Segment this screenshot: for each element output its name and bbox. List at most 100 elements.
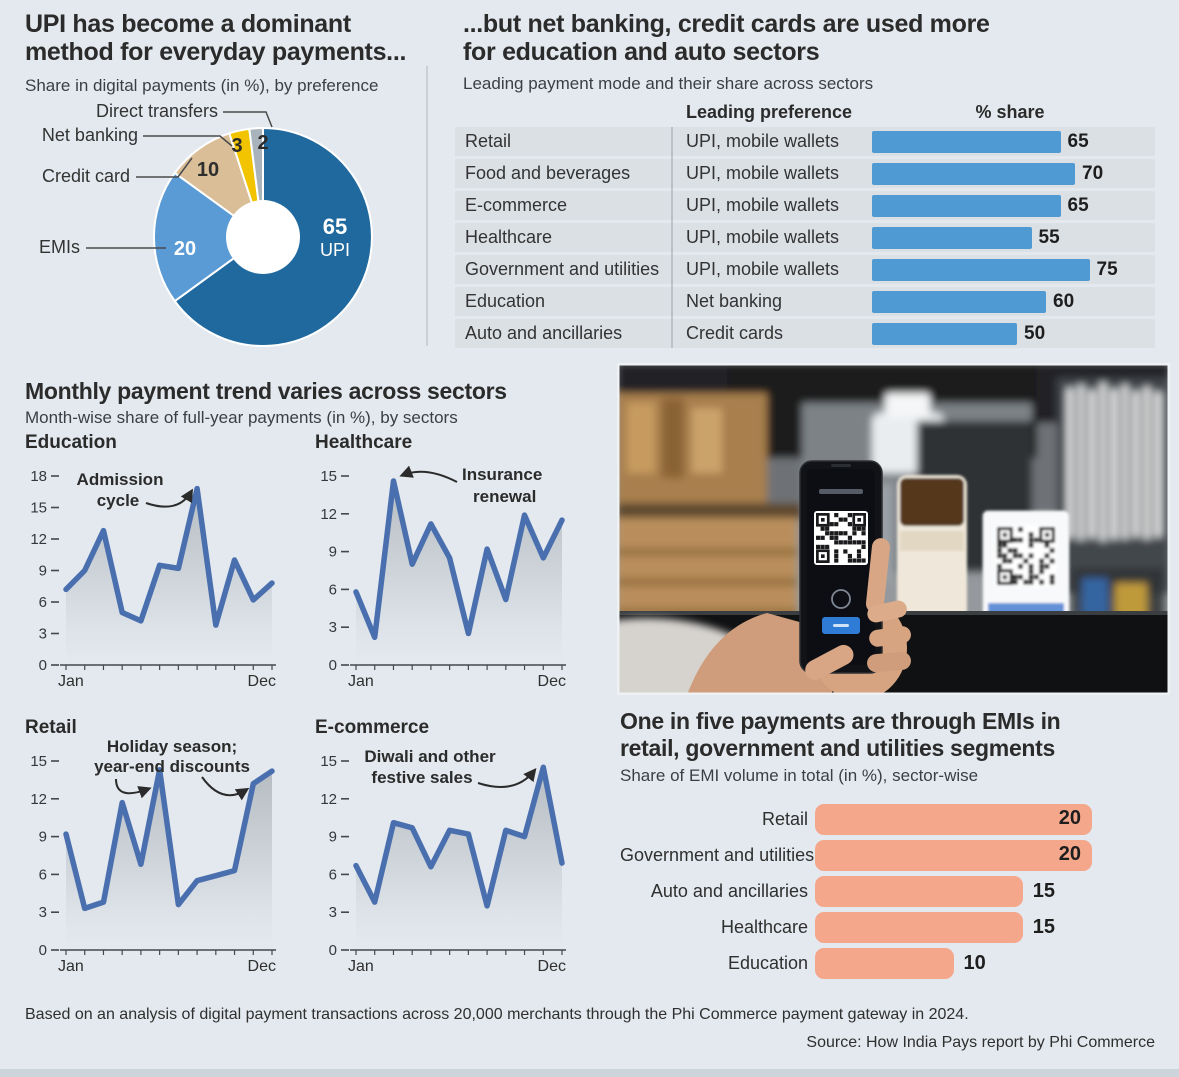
- annotation-arrow: [145, 488, 193, 508]
- x-label-dec: Dec: [538, 958, 566, 975]
- annotation-text: Holiday season;: [107, 737, 237, 756]
- share-value: 50: [1024, 322, 1046, 344]
- trend-line: [353, 478, 565, 641]
- y-tick-label: 15: [320, 753, 337, 770]
- emi-bar: 20: [815, 804, 1092, 835]
- y-tick-label: 15: [320, 468, 337, 485]
- value-credit-card: 10: [197, 159, 219, 181]
- y-tick-label: 12: [320, 506, 337, 523]
- share-bar: [872, 162, 1075, 185]
- education-chart-title: Education: [25, 432, 117, 453]
- counter-qr-code: [997, 527, 1055, 585]
- label-upi: UPI: [320, 240, 350, 260]
- emi-row: Retail 20: [620, 804, 1175, 835]
- photo-midground: [897, 475, 1070, 630]
- emi-sector-label: Government and utilities: [620, 845, 815, 865]
- table-title-line1: ...but net banking, credit cards are use…: [463, 10, 990, 38]
- pay-button-label-line: [833, 624, 849, 627]
- sector-payment-table: Retail UPI, mobile wallets 65 Food and beve…: [455, 127, 1155, 351]
- y-tick-label: 12: [30, 531, 47, 548]
- value-net-banking: 3: [231, 135, 242, 157]
- y-tick-label: 6: [39, 594, 47, 611]
- y-tick-label: 0: [329, 657, 337, 674]
- x-label-jan: Jan: [58, 673, 84, 690]
- donut-title-line2: method for everyday payments...: [25, 38, 407, 67]
- value-direct-transfers: 2: [257, 132, 268, 154]
- trend-line: [63, 485, 275, 628]
- area-fill: [66, 488, 272, 665]
- thumb: [805, 644, 854, 680]
- preference-label: UPI, mobile wallets: [686, 163, 840, 183]
- emi-section-title: One in five payments are through EMIs in…: [620, 708, 1179, 761]
- y-tick-label: 0: [39, 657, 47, 674]
- donut-section-title: UPI has become a dominant method for eve…: [25, 10, 445, 67]
- y-tick-label: 9: [39, 829, 47, 846]
- donut-section-subtitle: Share in digital payments (in %), by pre…: [25, 76, 379, 95]
- donut-labels: Direct transfers Net banking Credit card…: [39, 101, 350, 260]
- emi-share-chart: Retail 20 Government and utilities 20 Auto a…: [620, 804, 1175, 984]
- table-row: Food and beverages UPI, mobile wallets 70: [455, 159, 1155, 188]
- sector-label: Government and utilities: [465, 259, 660, 279]
- healthcare-chart-title: Healthcare: [315, 432, 413, 453]
- emi-sector-label: Auto and ancillaries: [650, 881, 808, 901]
- preference-label: UPI, mobile wallets: [686, 227, 840, 247]
- ecommerce-chart-title: E-commerce: [315, 717, 430, 738]
- annotation-text: renewal: [473, 487, 536, 506]
- sector-label: E-commerce: [465, 195, 568, 215]
- annotation-text: Diwali and other: [364, 747, 496, 766]
- preference-label: Net banking: [686, 291, 783, 311]
- annotation-text: Insurance: [462, 465, 542, 484]
- leader-line-direct-transfers: [223, 111, 273, 128]
- x-label-dec: Dec: [248, 958, 276, 975]
- y-tick-label: 12: [320, 791, 337, 808]
- share-value: 60: [1053, 290, 1075, 312]
- share-value: 55: [1038, 226, 1060, 248]
- share-value: 65: [1067, 130, 1089, 152]
- label-net-banking: Net banking: [42, 125, 138, 145]
- donut-slice-EMIs: [152, 171, 265, 303]
- column-header-share: % share: [975, 102, 1045, 122]
- merchant-name-line: [819, 489, 863, 494]
- emi-value: 15: [1032, 916, 1055, 938]
- y-tick-label: 9: [329, 544, 337, 561]
- photo-foreground: [617, 460, 911, 695]
- y-tick-label: 18: [30, 468, 47, 485]
- x-label-dec: Dec: [248, 673, 276, 690]
- leader-line-net-banking: [143, 135, 233, 147]
- emi-sector-label: Education: [727, 953, 808, 973]
- retail-chart-title: Retail: [25, 717, 77, 738]
- table-column-divider: [671, 127, 673, 348]
- sector-label: Auto and ancillaries: [465, 323, 623, 343]
- finger: [867, 600, 907, 623]
- table-row: Healthcare UPI, mobile wallets 55: [455, 223, 1155, 252]
- annotation-arrow: [201, 776, 250, 801]
- y-tick-label: 6: [329, 581, 337, 598]
- annotation-text: Admission: [77, 470, 164, 489]
- label-emis: EMIs: [39, 237, 80, 257]
- forearm: [687, 613, 832, 695]
- trend-line: [353, 764, 565, 909]
- preference-label: UPI, mobile wallets: [686, 259, 840, 279]
- annotation-text: festive sales: [371, 768, 472, 787]
- finger: [869, 626, 911, 647]
- emi-value: 20: [1058, 807, 1081, 829]
- healthcare-trend-chart: 0 3 6 9 12 15 Jan Dec Insurance renewal: [320, 465, 566, 690]
- y-tick-label: 6: [329, 866, 337, 883]
- column-header-leading-preference: Leading preference: [686, 102, 853, 122]
- share-bar: [872, 226, 1032, 249]
- phone-speaker: [831, 464, 851, 467]
- sector-label: Retail: [465, 131, 512, 151]
- emi-value: 15: [1032, 880, 1055, 902]
- annotation-text: year-end discounts: [94, 757, 250, 776]
- donut-title-line1: UPI has become a dominant: [25, 10, 351, 38]
- sector-label: Education: [465, 291, 546, 311]
- preference-label: UPI, mobile wallets: [686, 195, 840, 215]
- y-tick-label: 15: [30, 500, 47, 517]
- share-value: 70: [1082, 162, 1104, 184]
- x-label-jan: Jan: [348, 958, 374, 975]
- emi-row: Auto and ancillaries 15: [620, 876, 1175, 907]
- annotation-text: cycle: [97, 491, 140, 510]
- share-bar: [872, 290, 1046, 313]
- y-tick-label: 6: [39, 866, 47, 883]
- y-tick-label: 3: [39, 904, 47, 921]
